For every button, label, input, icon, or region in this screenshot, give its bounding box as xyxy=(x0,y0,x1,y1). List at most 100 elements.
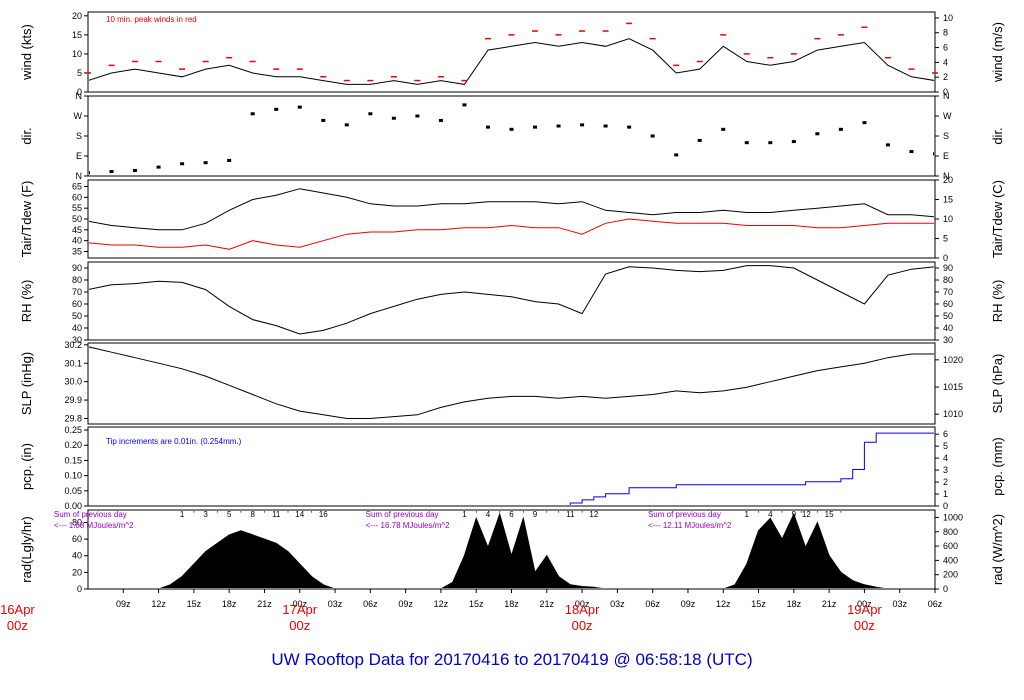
y-tick-label-right: N xyxy=(943,171,950,181)
panel-rh: 30 40 50 60 70 80 90 30 40 50 60 70 80 90 RH (%) RH (%) xyxy=(19,261,1005,345)
panel-slp: 29.8 29.9 30.0 30.1 30.2 1010 1015 1020 SLP (inH… xyxy=(19,340,1005,425)
direction-point xyxy=(674,153,679,157)
y-tick-label: 20 xyxy=(72,567,82,577)
hour-count-label: ' xyxy=(217,510,219,519)
y-tick-label: 45 xyxy=(72,225,82,235)
hour-count-label: 14 xyxy=(295,510,304,519)
y-axis-label-left: Tair/Tdew (F) xyxy=(19,181,34,258)
direction-point xyxy=(203,161,208,165)
direction-point xyxy=(438,118,443,122)
direction-point xyxy=(227,158,232,162)
y-tick-label: 80 xyxy=(72,517,82,527)
x-tick-label: 21z xyxy=(257,599,272,609)
y-tick-label: 60 xyxy=(72,534,82,544)
y-tick-label: 10 xyxy=(72,49,82,59)
y-axis-label-right: dir. xyxy=(990,127,1005,144)
hour-count-label: 5 xyxy=(227,510,232,519)
y-tick-label-right: 1000 xyxy=(943,512,963,522)
y-tick-label: 0 xyxy=(77,87,82,97)
y-tick-label-right: 1020 xyxy=(943,355,963,365)
x-tick-label: 06z xyxy=(928,599,943,609)
y-tick-label-right: 6 xyxy=(943,429,948,439)
x-tick-label: 03z xyxy=(610,599,625,609)
x-tick-label: 15z xyxy=(751,599,766,609)
hour-count-label: ' xyxy=(546,510,548,519)
day-marker-time: 00z xyxy=(854,618,875,633)
x-tick-label: 15z xyxy=(469,599,484,609)
y-tick-label: 5 xyxy=(77,68,82,78)
direction-point xyxy=(768,141,773,145)
y-tick-label: 50 xyxy=(72,311,82,321)
series-sea-level-pressure xyxy=(89,346,934,419)
direction-point xyxy=(556,124,561,128)
series-solar-radiation xyxy=(159,512,885,588)
direction-point xyxy=(791,140,796,144)
hour-count-label: ' xyxy=(287,510,289,519)
hour-count-label: 4 xyxy=(486,510,491,519)
direction-point xyxy=(133,168,138,172)
direction-point xyxy=(721,127,726,131)
y-tick-label: 15 xyxy=(72,30,82,40)
y-tick-label: 35 xyxy=(72,247,82,257)
hour-count-label: ' xyxy=(817,510,819,519)
y-tick-label: E xyxy=(76,151,82,161)
series-wind-speed xyxy=(89,38,934,85)
hour-count-label: 1 xyxy=(745,510,750,519)
direction-point xyxy=(344,123,349,127)
y-tick-label: 70 xyxy=(72,287,82,297)
y-tick-label: 0.20 xyxy=(64,440,82,450)
x-tick-label: 03z xyxy=(328,599,343,609)
y-tick-label: 0.10 xyxy=(64,471,82,481)
hour-count-label: '12 xyxy=(800,510,811,519)
direction-point xyxy=(485,125,490,129)
hour-count-label: ' xyxy=(781,510,783,519)
y-tick-label-right: 40 xyxy=(943,323,953,333)
y-tick-label-right: 0 xyxy=(943,584,948,594)
direction-point xyxy=(250,112,255,116)
y-tick-label: 40 xyxy=(72,236,82,246)
hour-count-label: 15 xyxy=(825,510,834,519)
y-tick-label: 0 xyxy=(77,584,82,594)
y-tick-label-right: 20 xyxy=(943,175,953,185)
direction-point xyxy=(580,123,585,127)
y-tick-label: N xyxy=(76,91,83,101)
y-tick-label-right: 6 xyxy=(943,43,948,53)
y-tick-label-right: 8 xyxy=(943,28,948,38)
x-tick-label: 00z xyxy=(292,599,307,609)
direction-point xyxy=(815,132,820,136)
direction-point xyxy=(650,134,655,138)
day-marker-time: 00z xyxy=(289,618,310,633)
day-sum-value: <--- 12.11 MJoules/m^2 xyxy=(648,521,732,530)
x-tick-label: 15z xyxy=(187,599,202,609)
day-marker-date: 18Apr xyxy=(565,602,600,617)
direction-point xyxy=(933,152,934,156)
y-tick-label: 0.00 xyxy=(64,501,82,511)
day-marker-date: 16Apr xyxy=(0,602,35,617)
direction-point xyxy=(109,170,114,174)
y-tick-label-right: 50 xyxy=(943,311,953,321)
direction-point xyxy=(391,116,396,120)
direction-point xyxy=(697,138,702,142)
y-tick-label-right: 600 xyxy=(943,541,958,551)
hour-count-label: ' xyxy=(311,510,313,519)
panel-wind: 0 5 10 15 20 0 2 4 6 8 10 wind (kts) wind (m/s) 10 mi… xyxy=(19,11,1005,97)
y-tick-label: 0.15 xyxy=(64,455,82,465)
panel-frame xyxy=(87,342,936,425)
x-tick-label: 21z xyxy=(822,599,837,609)
hour-count-label: ' xyxy=(840,510,842,519)
direction-point xyxy=(415,114,420,118)
hour-count-label: ' xyxy=(581,510,583,519)
series-relative-humidity xyxy=(89,265,934,335)
y-axis-label-left: rad(Lgly/hr) xyxy=(19,516,34,582)
hour-count-label: ' xyxy=(475,510,477,519)
hour-count-label: 9 xyxy=(533,510,538,519)
hour-count-label: ' xyxy=(558,510,560,519)
day-marker-time: 00z xyxy=(7,618,28,633)
direction-point xyxy=(838,127,843,131)
x-tick-label: 06z xyxy=(363,599,378,609)
x-tick-label: 12z xyxy=(151,599,166,609)
